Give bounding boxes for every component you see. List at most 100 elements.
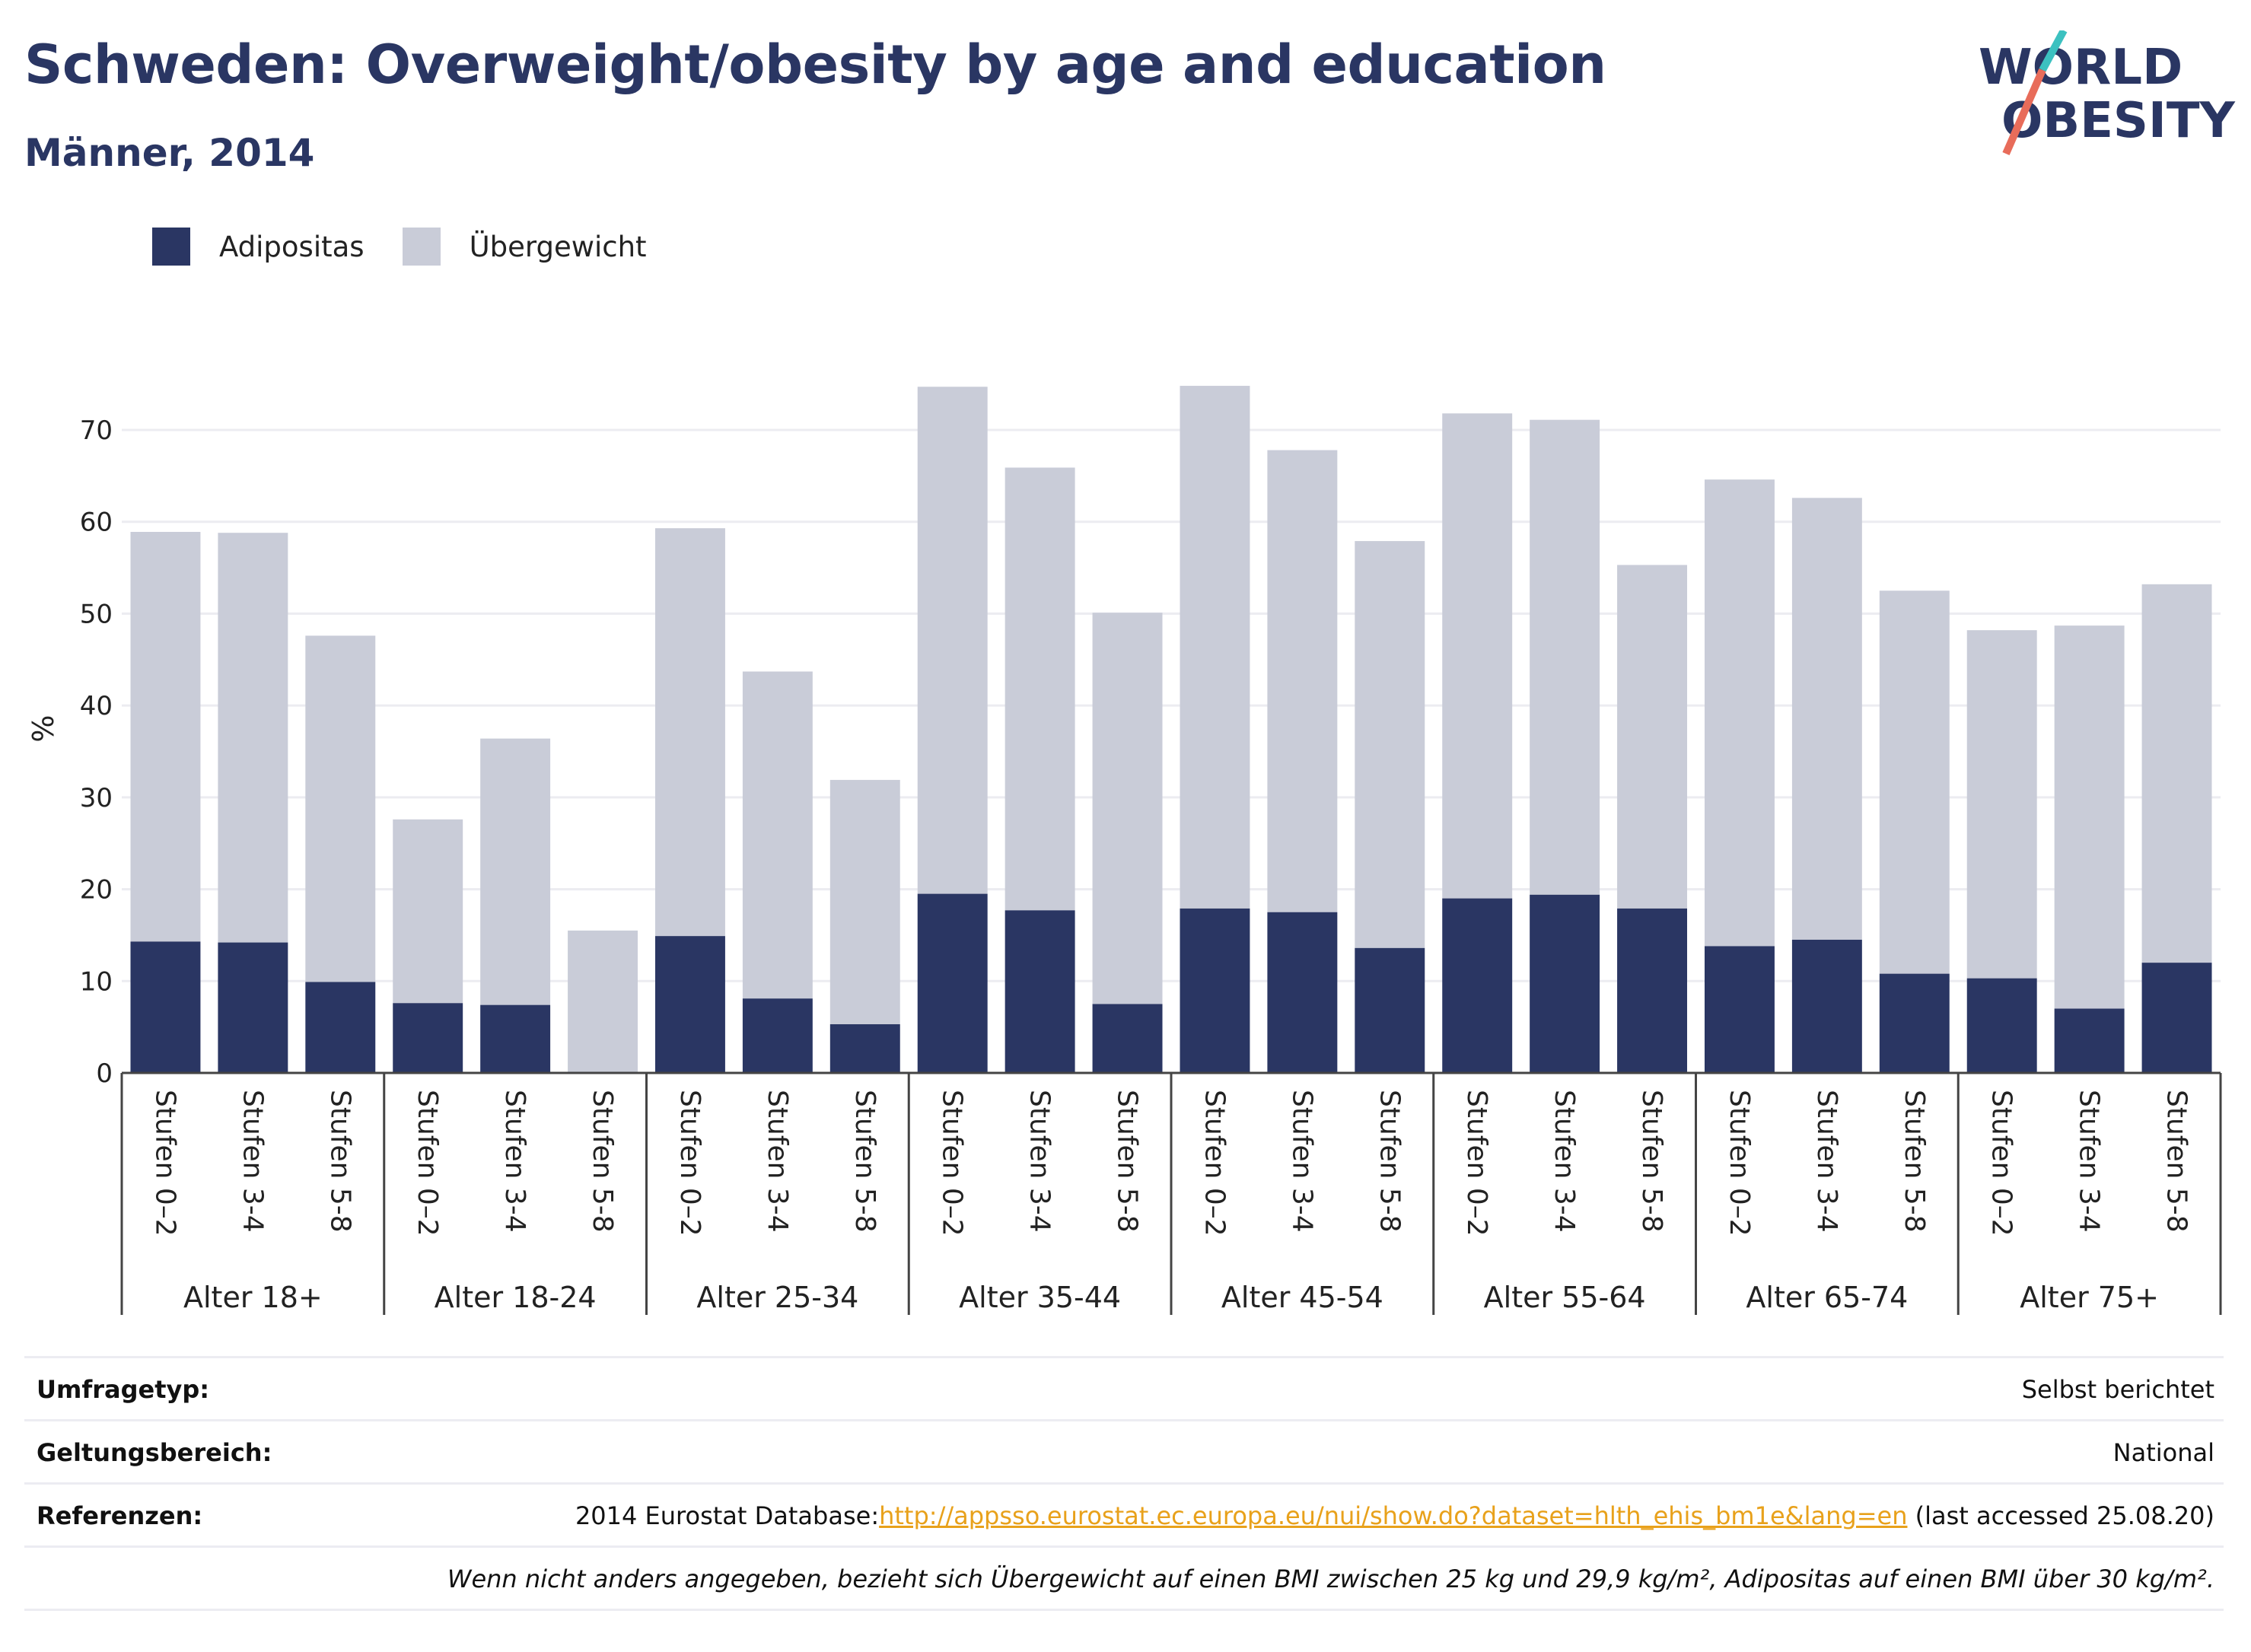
- x-tick-label: Stufen 5-8: [1112, 1090, 1143, 1233]
- world-obesity-logo: WORLD OBESITY: [1979, 30, 2235, 155]
- x-tick-label: Stufen 5-8: [324, 1090, 355, 1233]
- meta-row-scope: Geltungsbereich: National: [24, 1419, 2224, 1482]
- bar-adipositas: [1791, 939, 1862, 1073]
- bar-uebergewicht: [305, 635, 376, 982]
- bar-adipositas: [218, 942, 288, 1073]
- y-axis-label: %: [27, 715, 60, 742]
- chart-subtitle: Männer, 2014: [24, 131, 315, 175]
- meta-value-survey-type: Selbst berichtet: [2021, 1375, 2214, 1404]
- bar-uebergewicht: [1704, 479, 1775, 947]
- bar-uebergewicht: [1791, 498, 1862, 940]
- bar-chart: 0 10 20 30 40 50 60 70% Stufen 0–2 Stufen 3-4 Stuf…: [27, 386, 2222, 1315]
- x-tick-label: Stufen 3-4: [1549, 1090, 1580, 1233]
- bar-adipositas: [305, 982, 376, 1073]
- bar-adipositas: [1617, 908, 1688, 1073]
- bar-adipositas: [1966, 978, 2037, 1073]
- x-tick-label: Stufen 3-4: [2074, 1090, 2105, 1233]
- x-tick-label: Stufen 5-8: [2161, 1090, 2192, 1233]
- meta-note: Wenn nicht anders angegeben, bezieht sic…: [447, 1564, 2214, 1593]
- bar-uebergewicht: [480, 738, 551, 1005]
- legend-item-adipositas[interactable]: Adipositas: [152, 228, 365, 266]
- bar-uebergewicht: [1355, 541, 1425, 948]
- x-group-label: Alter 18-24: [435, 1281, 597, 1314]
- bar-uebergewicht: [829, 779, 900, 1025]
- x-tick-label: Stufen 5-8: [1899, 1090, 1930, 1233]
- x-tick-label: Stufen 3-4: [1024, 1090, 1055, 1233]
- meta-key-scope: Geltungsbereich:: [37, 1438, 272, 1467]
- x-group-label: Alter 45-54: [1221, 1281, 1383, 1314]
- meta-bottom-border: [24, 1609, 2224, 1611]
- metadata-table: Umfragetyp: Selbst berichtet Geltungsber…: [24, 1356, 2224, 1611]
- reference-prefix: 2014 Eurostat Database:: [575, 1501, 880, 1530]
- bar-uebergewicht: [218, 533, 288, 943]
- legend-item-uebergewicht[interactable]: Übergewicht: [402, 228, 647, 266]
- bar-adipositas: [2141, 963, 2212, 1073]
- x-tick-label: Stufen 3-4: [237, 1090, 268, 1233]
- meta-row-survey-type: Umfragetyp: Selbst berichtet: [24, 1356, 2224, 1419]
- legend-label-uebergewicht: Übergewicht: [469, 230, 647, 263]
- bar-adipositas: [917, 893, 988, 1073]
- bar-adipositas: [1355, 947, 1425, 1073]
- reference-link[interactable]: http://appsso.eurostat.ec.europa.eu/nui/…: [879, 1501, 1908, 1530]
- bar-adipositas: [1267, 912, 1338, 1073]
- x-group-label: Alter 75+: [2020, 1281, 2159, 1314]
- meta-value-scope: National: [2113, 1438, 2214, 1467]
- legend-label-adipositas: Adipositas: [219, 230, 365, 263]
- x-tick-label: Stufen 0–2: [1199, 1090, 1230, 1237]
- logo-line2: OBESITY: [2001, 93, 2235, 149]
- x-group-label: Alter 18+: [183, 1281, 323, 1314]
- y-tick-label: 40: [80, 691, 113, 721]
- x-tick-label: Stufen 5-8: [1374, 1090, 1405, 1233]
- bar-adipositas: [130, 941, 201, 1073]
- bar-uebergewicht: [1617, 565, 1688, 909]
- meta-key-references: Referenzen:: [37, 1501, 203, 1530]
- y-tick-label: 20: [80, 875, 113, 906]
- x-group-label: Alter 65-74: [1746, 1281, 1908, 1314]
- y-tick-label: 10: [80, 966, 113, 997]
- bar-adipositas: [742, 998, 813, 1073]
- bar-adipositas: [393, 1003, 463, 1073]
- bar-uebergewicht: [654, 528, 725, 937]
- meta-row-references: Referenzen: 2014 Eurostat Database:http:…: [24, 1482, 2224, 1545]
- x-tick-label: Stufen 0–2: [412, 1090, 443, 1237]
- x-tick-label: Stufen 0–2: [149, 1090, 180, 1237]
- legend-swatch-uebergewicht: [402, 228, 441, 266]
- meta-value-references: 2014 Eurostat Database:http://appsso.eur…: [575, 1501, 2214, 1530]
- bar-uebergewicht: [568, 930, 638, 1073]
- reference-suffix: (last accessed 25.08.20): [1907, 1501, 2214, 1530]
- legend-swatch-adipositas: [152, 228, 190, 266]
- x-tick-label: Stufen 3-4: [1286, 1090, 1317, 1233]
- y-tick-label: 70: [80, 415, 113, 446]
- bar-adipositas: [829, 1024, 900, 1073]
- x-group-label: Alter 55-64: [1484, 1281, 1646, 1314]
- bar-uebergewicht: [1442, 413, 1513, 899]
- x-tick-label: Stufen 3-4: [762, 1090, 793, 1233]
- bar-adipositas: [1180, 908, 1250, 1073]
- chart-title: Schweden: Overweight/obesity by age and …: [24, 33, 1606, 96]
- bar-uebergewicht: [2141, 584, 2212, 963]
- bar-uebergewicht: [1530, 419, 1600, 895]
- x-tick-label: Stufen 0–2: [1986, 1090, 2017, 1237]
- bar-uebergewicht: [2054, 625, 2125, 1009]
- bar-uebergewicht: [742, 671, 813, 999]
- y-tick-label: 60: [80, 508, 113, 538]
- meta-row-note: Wenn nicht anders angegeben, bezieht sic…: [24, 1545, 2224, 1609]
- y-tick-label: 0: [96, 1058, 113, 1089]
- x-tick-label: Stufen 0–2: [937, 1090, 968, 1237]
- bar-uebergewicht: [1092, 613, 1163, 1004]
- bar-adipositas: [654, 936, 725, 1073]
- bar-adipositas: [1879, 973, 1950, 1073]
- y-tick-label: 30: [80, 783, 113, 813]
- bar-adipositas: [1530, 894, 1600, 1073]
- x-tick-label: Stufen 0–2: [1461, 1090, 1492, 1237]
- bar-adipositas: [1704, 946, 1775, 1073]
- bar-adipositas: [1092, 1004, 1163, 1073]
- bar-adipositas: [2054, 1008, 2125, 1073]
- x-group-label: Alter 35-44: [959, 1281, 1121, 1314]
- chart-legend: Adipositas Übergewicht: [152, 225, 685, 268]
- bar-uebergewicht: [917, 387, 988, 894]
- bar-uebergewicht: [130, 531, 201, 942]
- bar-uebergewicht: [1879, 590, 1950, 974]
- x-tick-label: Stufen 3-4: [1811, 1090, 1842, 1233]
- bar-adipositas: [1005, 910, 1075, 1073]
